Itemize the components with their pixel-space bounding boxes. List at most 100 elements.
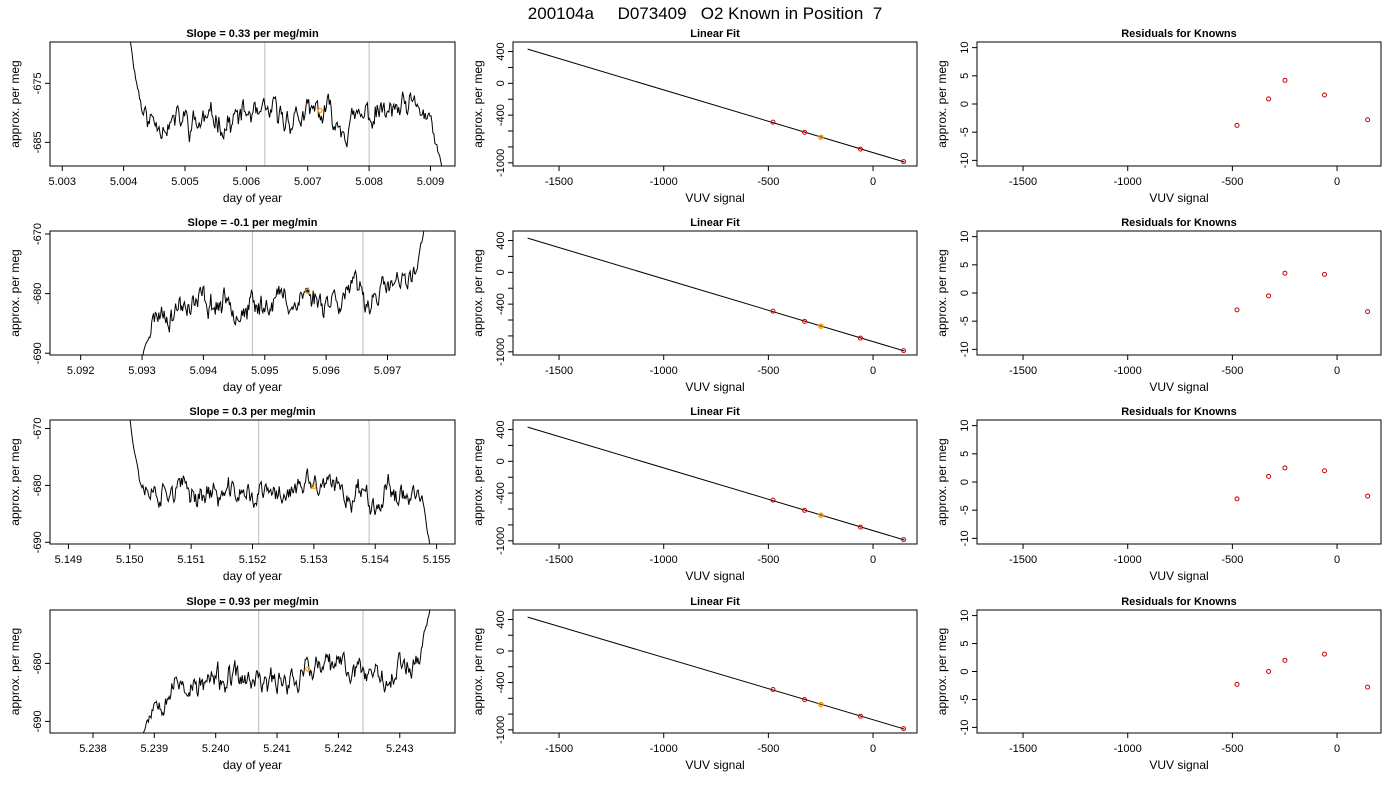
plot-frame <box>49 230 456 356</box>
plot-area <box>129 420 431 544</box>
y-tick-label: -5 <box>959 695 971 705</box>
x-tick-label: -1500 <box>545 743 573 755</box>
residual-point <box>1365 493 1371 499</box>
y-tick-label: 400 <box>495 231 507 249</box>
x-axis-label: VUV signal <box>1149 191 1208 205</box>
series-line <box>142 610 431 733</box>
y-axis-label: approx. per meg <box>935 628 949 715</box>
x-tick-label: 5.155 <box>423 554 451 566</box>
x-tick-label: 5.092 <box>67 365 95 377</box>
x-axis-label: VUV signal <box>685 758 744 772</box>
panels: Slope = 0.33 per meg/min 5.003 5.004 5.005 5… <box>8 28 1382 772</box>
plot-area <box>1234 77 1371 128</box>
x-tick-label: -1500 <box>1009 554 1037 566</box>
plot-frame <box>976 41 1382 167</box>
x-tick-label: -500 <box>1221 554 1243 566</box>
x-tick-label: -1000 <box>1114 554 1142 566</box>
y-axis-label: approx. per meg <box>8 249 22 336</box>
x-tick-label: -500 <box>757 743 779 755</box>
y-tick-label: 0 <box>959 101 971 107</box>
residual-point <box>1321 92 1327 98</box>
panel-title: Slope = 0.93 per meg/min <box>186 596 319 608</box>
panel-title: Slope = 0.33 per meg/min <box>186 28 319 40</box>
x-tick-label: -1500 <box>1009 176 1037 188</box>
highlight-point <box>818 323 824 329</box>
panel-title: Slope = 0.3 per meg/min <box>189 406 316 418</box>
x-tick-label: 5.094 <box>190 365 218 377</box>
x-tick-label: -1000 <box>650 743 678 755</box>
y-tick-label: 400 <box>495 610 507 628</box>
x-tick-label: -1000 <box>650 176 678 188</box>
residual-point <box>1266 473 1272 479</box>
x-tick-label: 0 <box>1334 176 1340 188</box>
data-point <box>901 726 907 732</box>
y-tick-label: -685 <box>32 131 44 153</box>
residual-point <box>1266 669 1272 674</box>
y-tick-label: 0 <box>959 479 971 485</box>
residual-point <box>1321 651 1327 657</box>
plot-frame <box>976 230 1382 356</box>
x-axis-label: VUV signal <box>685 191 744 205</box>
y-axis-label: approx. per meg <box>935 438 949 525</box>
panel-title: Linear Fit <box>690 28 740 40</box>
plot-frame <box>512 41 918 167</box>
panel-title: Residuals for Knowns <box>1121 596 1237 608</box>
x-axis-label: VUV signal <box>1149 380 1208 394</box>
plot-frame <box>976 419 1382 545</box>
x-tick-label: -1500 <box>545 554 573 566</box>
residual-point <box>1234 122 1240 128</box>
x-tick-label: 5.151 <box>177 554 205 566</box>
panel-residuals-3: Residuals for Knowns -1500 -1000 -500 0 VUV s… <box>935 406 1382 583</box>
y-axis-label: approx. per meg <box>471 60 485 147</box>
x-axis-label: day of year <box>223 569 282 583</box>
x-tick-label: -1500 <box>1009 365 1037 377</box>
x-tick-label: -1500 <box>1009 743 1037 755</box>
panel-timeseries-1: Slope = 0.33 per meg/min 5.003 5.004 5.005 5… <box>8 28 456 205</box>
x-tick-label: 5.239 <box>141 743 169 755</box>
residual-point <box>1282 77 1288 83</box>
marker-point <box>305 666 311 672</box>
y-tick-label: -690 <box>32 531 44 553</box>
y-tick-label: 400 <box>495 42 507 60</box>
y-axis-label: approx. per meg <box>471 249 485 336</box>
x-tick-label: -1500 <box>545 365 573 377</box>
plot-area <box>527 48 907 165</box>
x-tick-label: -500 <box>1221 176 1243 188</box>
data-point <box>901 348 907 354</box>
data-point <box>770 497 776 503</box>
y-tick-label: -400 <box>495 672 507 694</box>
x-axis-label: VUV signal <box>1149 569 1208 583</box>
panel-title: Residuals for Knowns <box>1121 217 1237 229</box>
y-axis-label: approx. per meg <box>8 438 22 525</box>
plot-frame <box>512 419 918 545</box>
data-point <box>857 146 863 152</box>
x-tick-label: 5.149 <box>55 554 83 566</box>
panel-title: Linear Fit <box>690 217 740 229</box>
x-tick-label: -500 <box>1221 365 1243 377</box>
x-tick-label: 0 <box>1334 554 1340 566</box>
x-tick-label: 0 <box>870 554 876 566</box>
y-tick-label: -675 <box>32 72 44 94</box>
x-tick-label: 5.150 <box>116 554 144 566</box>
residual-point <box>1234 307 1240 313</box>
y-tick-label: -5 <box>959 316 971 326</box>
plot-frame <box>49 609 456 734</box>
y-tick-label: -690 <box>32 342 44 364</box>
y-axis-label: approx. per meg <box>935 60 949 147</box>
panel-fit-4: Linear Fit -1500 -1000 -500 0 VUV signal 400 0 -… <box>471 596 918 772</box>
data-point <box>802 318 808 324</box>
x-tick-label: 0 <box>870 365 876 377</box>
data-point <box>770 119 776 125</box>
data-point <box>857 335 863 341</box>
x-tick-label: -1000 <box>1114 365 1142 377</box>
plot-area <box>527 237 907 354</box>
panel-fit-2: Linear Fit -1500 -1000 -500 0 VUV signal 400 0 -… <box>471 217 918 394</box>
y-tick-label: -5 <box>959 505 971 515</box>
panel-title: Slope = -0.1 per meg/min <box>188 217 318 229</box>
plot-frame <box>49 41 456 167</box>
y-tick-label: 400 <box>495 420 507 438</box>
residual-point <box>1365 117 1371 123</box>
y-tick-label: -1000 <box>495 716 507 744</box>
y-tick-label: -1000 <box>495 338 507 366</box>
y-tick-label: -670 <box>32 418 44 440</box>
